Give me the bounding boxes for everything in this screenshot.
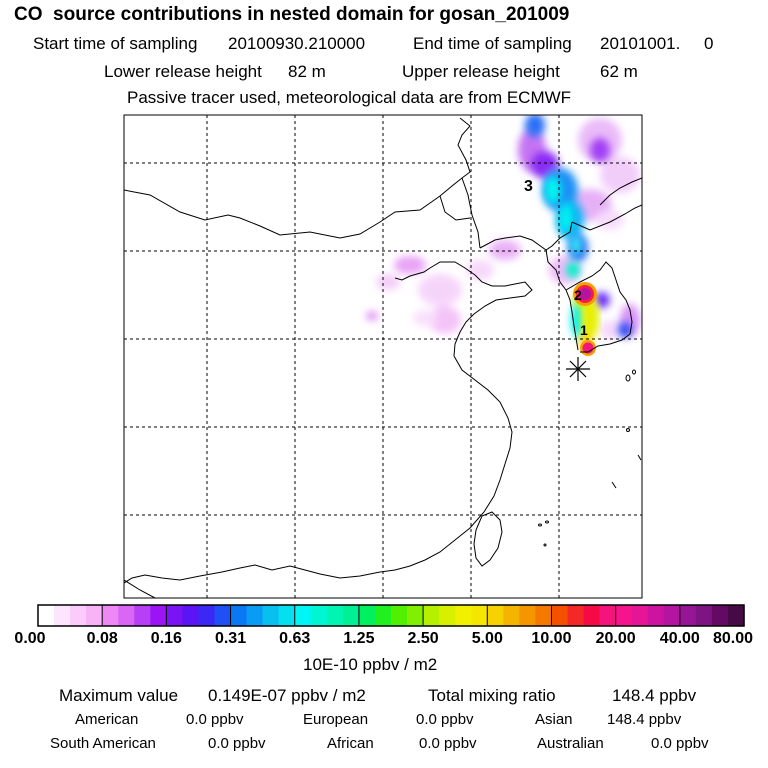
colorbar-label: 40.00	[659, 630, 700, 647]
total-mixing-value: 148.4 ppbv	[612, 686, 697, 705]
upper-release-label: Upper release height	[402, 62, 560, 81]
colorbar-label: 0.08	[86, 630, 118, 647]
upper-release-value: 62 m	[600, 62, 638, 81]
lat-lon-grid	[124, 115, 642, 598]
colorbar-swatch	[342, 605, 360, 626]
european-label: European	[303, 711, 369, 728]
australian-value: 0.0 ppbv	[651, 735, 709, 752]
colorbar-swatch	[567, 605, 585, 626]
colorbar-swatch	[391, 605, 408, 626]
colorbar-swatch	[54, 605, 71, 626]
colorbar-swatch	[487, 605, 504, 626]
colorbar-label: 0.63	[279, 630, 311, 647]
african-value: 0.0 ppbv	[419, 735, 477, 752]
colorbar-swatch	[86, 605, 103, 626]
european-value: 0.0 ppbv	[416, 711, 474, 728]
south-american-label: South American	[50, 735, 156, 752]
colorbar-label: 20.00	[595, 630, 636, 647]
colorbar-swatch	[150, 605, 167, 626]
colorbar-label: 0.16	[150, 630, 182, 647]
colorbar-swatch	[631, 605, 649, 626]
south-american-value: 0.0 ppbv	[208, 735, 266, 752]
receptor-asterisk-icon	[566, 357, 590, 381]
lower-release-label: Lower release height	[104, 62, 262, 81]
max-value-label: Maximum value	[59, 686, 179, 705]
coastlines	[124, 117, 642, 598]
colorbar-swatch	[455, 605, 472, 626]
colorbar-swatch	[583, 605, 601, 626]
american-label: American	[75, 711, 139, 728]
marker-label-3: 3	[524, 178, 533, 195]
colorbar-swatch	[599, 605, 617, 626]
colorbar-swatch	[535, 605, 553, 626]
colorbar-label: 0.31	[214, 630, 247, 647]
colorbar-swatch	[118, 605, 135, 626]
map-frame	[123, 114, 643, 599]
colorbar-label: 2.50	[407, 630, 439, 647]
colorbar-swatch	[182, 605, 200, 626]
colorbar-swatch	[551, 605, 569, 626]
colorbar-swatch	[102, 605, 119, 626]
colorbar-swatch	[198, 605, 216, 626]
colorbar-label: 10.00	[531, 630, 572, 647]
colorbar-swatch	[230, 605, 248, 626]
colorbar-swatch	[310, 605, 328, 626]
marker-label-2: 2	[574, 287, 582, 303]
asian-label: Asian	[535, 711, 573, 728]
colorbar-swatch	[711, 605, 729, 626]
colorbar-swatch	[214, 605, 232, 626]
start-time-label: Start time of sampling	[33, 34, 198, 53]
colorbar-swatch	[294, 605, 312, 626]
colorbar-label: 80.00	[712, 630, 754, 647]
colorbar-swatch	[439, 605, 456, 626]
colorbar-swatch	[166, 605, 184, 626]
colorbar	[37, 604, 745, 627]
end-time-label: End time of sampling	[413, 34, 572, 53]
colorbar-swatch	[679, 605, 697, 626]
colorbar-swatch	[519, 605, 537, 626]
colorbar-swatch	[615, 605, 633, 626]
plume-hotspots	[573, 282, 597, 356]
colorbar-swatch	[70, 605, 87, 626]
plume-field	[124, 115, 642, 598]
plot-title: CO source contributions in nested domain…	[14, 4, 570, 25]
australian-label: Australian	[537, 735, 604, 752]
colorbar-swatch	[695, 605, 713, 626]
colorbar-swatch	[663, 605, 681, 626]
islands	[538, 369, 642, 547]
african-label: African	[327, 735, 374, 752]
colorbar-swatch	[423, 605, 440, 626]
max-value: 0.149E-07 ppbv / m2	[208, 686, 366, 705]
colorbar-swatch	[246, 605, 264, 626]
colorbar-swatch	[278, 605, 296, 626]
colorbar-swatch	[38, 605, 55, 626]
total-mixing-label: Total mixing ratio	[428, 686, 556, 705]
colorbar-swatch	[647, 605, 665, 626]
colorbar-swatch	[134, 605, 151, 626]
marker-label-1: 1	[580, 322, 588, 338]
colorbar-label: 5.00	[471, 630, 503, 647]
colorbar-swatch	[358, 605, 376, 626]
colorbar-swatch	[326, 605, 344, 626]
lower-release-value: 82 m	[288, 62, 326, 81]
colorbar-swatch	[407, 605, 424, 626]
tracer-note: Passive tracer used, meteorological data…	[127, 88, 572, 107]
colorbar-swatch	[262, 605, 280, 626]
colorbar-swatch	[374, 605, 392, 626]
colorbar-label: 1.25	[343, 630, 375, 647]
asian-value: 148.4 ppbv	[607, 711, 682, 728]
start-time-value: 20100930.210000	[228, 34, 366, 53]
colorbar-swatch	[471, 605, 488, 626]
colorbar-swatch	[727, 605, 745, 626]
end-time-value: 20101001. 0	[600, 34, 714, 53]
colorbar-frame	[37, 604, 745, 627]
colorbar-unit: 10E-10 ppbv / m2	[303, 655, 438, 674]
colorbar-swatch	[503, 605, 520, 626]
american-value: 0.0 ppbv	[186, 711, 244, 728]
colorbar-label: 0.00	[14, 630, 46, 647]
